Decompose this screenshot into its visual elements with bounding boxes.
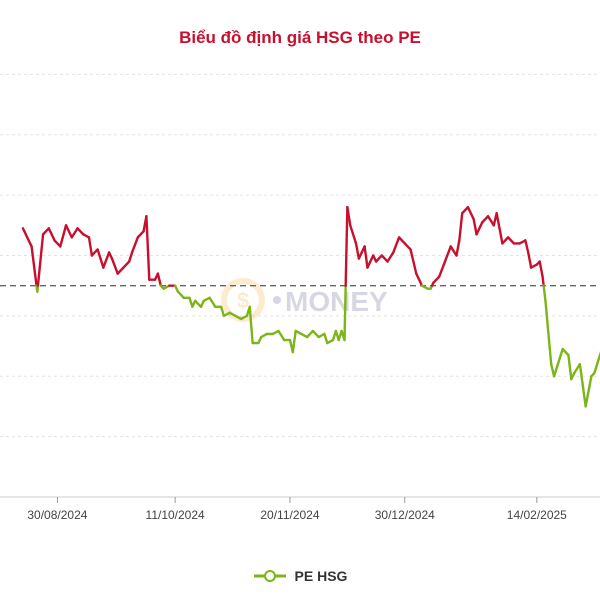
series-segment [403,242,412,251]
series-segment [538,260,544,278]
x-tick-label: 14/02/2025 [507,508,567,522]
series-segment [558,347,564,360]
series-segment [524,239,530,254]
series-segment [380,254,389,263]
series-segment [344,205,349,287]
series-segment [76,227,85,236]
series-segment [386,251,395,263]
x-tick-label: 11/10/2024 [146,508,205,522]
series-segment [194,299,203,309]
series-segment [443,245,452,263]
series-segment [127,251,134,263]
legend-marker-icon [253,570,286,582]
watermark-coin-symbol: $ [237,288,249,313]
series-segment [578,362,584,387]
x-axis-ticks: 30/08/2024 11/10/2024 20/11/2024 30/12/2024… [27,497,567,522]
horizontal-gridlines [0,73,600,438]
series-segment [392,236,401,254]
series-segment [544,299,553,366]
series-segment [561,347,570,357]
series-segment [584,375,593,408]
series-segment [343,284,347,342]
series-segment [30,245,38,287]
series-segment [248,305,254,345]
series-segment [461,205,470,215]
series-segment [349,224,358,245]
series-segment [305,329,315,339]
series-segment [59,224,68,248]
series-segment [176,290,185,299]
series-segment [36,233,45,287]
series-segment [481,215,490,224]
series-segment [90,248,99,257]
chart-title: Biểu đồ định giá HSG theo PE [179,28,421,47]
watermark: $ MONEY [221,278,388,322]
series-segment [415,272,424,287]
series-segment [366,254,375,269]
watermark-coin-icon [221,278,265,322]
series-segment [363,245,369,269]
series-segment [47,227,56,242]
series-segment [498,227,504,245]
series-segment [501,236,510,245]
series-segment [277,329,286,342]
legend[interactable]: PE HSG [0,568,600,584]
series-segment [567,353,573,381]
series-segment [455,239,461,257]
series-segment [70,227,79,239]
series-segment [475,221,484,236]
series-segment [552,356,562,378]
series-segment [449,245,458,257]
series-segment [208,296,217,309]
series-segment [527,251,533,269]
series-segment [64,224,73,239]
series-segment [466,205,475,221]
x-tick-label: 20/11/2024 [260,508,319,522]
series-segment [432,275,441,284]
series-layer [21,205,600,408]
series-segment [593,353,600,375]
series-segment [219,305,226,318]
series-segment [291,329,297,354]
series-segment [41,227,51,236]
series-segment [311,329,320,339]
series-segment [21,227,33,248]
series-segment [323,332,329,345]
series-segment [110,257,119,275]
series-segment [156,272,162,287]
series-segment [486,215,495,227]
series-segment [87,236,94,257]
series-segment [542,284,547,302]
x-tick-label: 30/12/2024 [375,508,435,522]
series-segment [541,275,545,287]
watermark-text: MONEY [285,286,388,317]
series-segment [145,215,151,281]
series-segment [346,205,352,227]
series-segment [438,260,447,278]
series-segment [354,242,361,260]
series-segment [409,248,418,275]
series-segment [116,266,125,275]
series-segment [122,260,131,269]
series-segment [374,254,384,263]
series-segment [495,212,501,230]
series-segment [102,251,111,269]
watermark-dot [273,296,281,304]
series-segment [397,236,406,245]
series-segment [472,218,478,236]
x-tick-label: 30/08/2024 [27,508,87,522]
series-segment [136,230,145,239]
series-segment [130,236,139,254]
series-segment [458,212,464,242]
legend-label: PE HSG [294,568,348,584]
series-segment [96,248,105,269]
series-segment [506,236,516,245]
